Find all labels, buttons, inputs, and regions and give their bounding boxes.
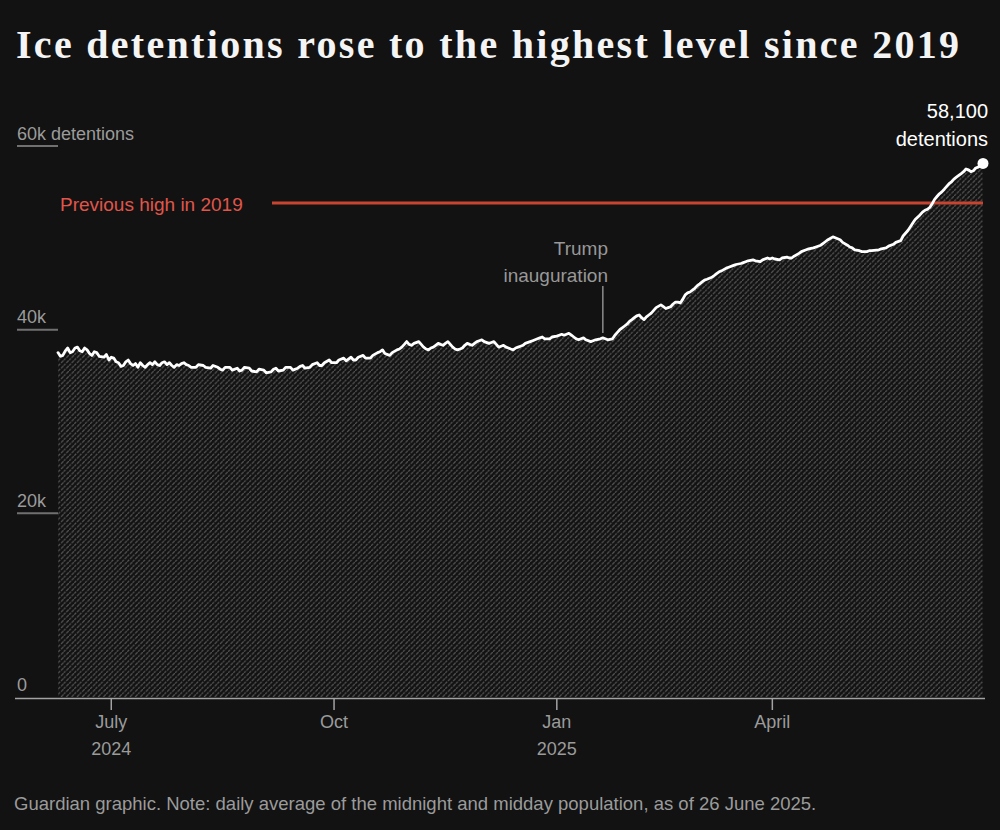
y-axis-label: 20k bbox=[17, 491, 46, 512]
chart-title: Ice detentions rose to the highest level… bbox=[16, 21, 961, 68]
source-note: Guardian graphic. Note: daily average of… bbox=[14, 793, 816, 815]
y-axis-label: 0 bbox=[17, 675, 27, 696]
latest-value-label: 58,100 detentions bbox=[896, 97, 988, 153]
x-axis-label: July bbox=[51, 712, 171, 733]
x-axis-label: Oct bbox=[274, 712, 394, 733]
plot-canvas bbox=[0, 0, 1000, 830]
x-axis-year-label: 2024 bbox=[51, 739, 171, 760]
y-axis-ticks bbox=[17, 146, 58, 513]
latest-point-dot bbox=[978, 158, 989, 169]
y-axis-label: 40k bbox=[17, 307, 46, 328]
x-axis-year-label: 2025 bbox=[497, 739, 617, 760]
inauguration-annotation: Trump inauguration bbox=[503, 235, 608, 289]
y-axis-label: 60k detentions bbox=[17, 124, 134, 145]
ice-detentions-chart: Ice detentions rose to the highest level… bbox=[0, 0, 1000, 830]
x-axis-label: April bbox=[712, 712, 832, 733]
x-axis-ticks bbox=[111, 699, 772, 710]
previous-high-label: Previous high in 2019 bbox=[60, 194, 243, 216]
x-axis-label: Jan bbox=[497, 712, 617, 733]
